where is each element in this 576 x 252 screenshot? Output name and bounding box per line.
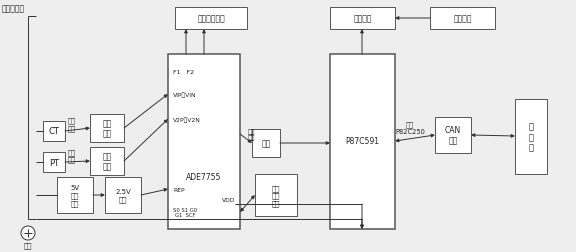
Bar [168,55,240,229]
Text: 被测的电网: 被测的电网 [2,4,25,13]
Bar [43,152,65,172]
Text: 数据储存: 数据储存 [353,14,372,23]
Bar [90,115,124,142]
Text: 电压
信号: 电压 信号 [68,148,76,163]
Bar [435,117,471,153]
Text: 2.5V
电源: 2.5V 电源 [115,188,131,202]
Text: VDD: VDD [222,197,235,202]
Bar [175,8,247,30]
Circle shape [21,226,35,240]
Text: 滤波
电路: 滤波 电路 [103,152,112,171]
Text: P87C591: P87C591 [345,137,379,146]
Text: 输出
频率
设置: 输出 频率 设置 [272,184,281,206]
Text: VIP、VIN: VIP、VIN [173,92,196,98]
Text: REP: REP [173,187,185,192]
Text: V2P、V2N: V2P、V2N [173,117,201,122]
Bar [252,130,280,158]
Text: 通过
P82C250: 通过 P82C250 [395,121,425,134]
Bar [105,177,141,213]
Text: S0 S1 G0
G1  SCF: S0 S1 G0 G1 SCF [173,207,197,217]
Bar [255,174,297,216]
Bar [90,147,124,175]
Bar [330,55,395,229]
Text: 滤波
电路: 滤波 电路 [103,119,112,138]
Text: CT: CT [48,127,59,136]
Bar [57,177,93,213]
Bar [330,8,395,30]
Text: 电流
信号: 电流 信号 [68,117,76,132]
Bar [43,121,65,141]
Text: 5V
电源
电路: 5V 电源 电路 [70,185,79,206]
Text: CAN
总线: CAN 总线 [445,126,461,145]
Text: ADE7755: ADE7755 [186,172,222,181]
Bar [515,100,547,174]
Text: PT: PT [49,158,59,167]
Text: 光耦: 光耦 [262,139,271,148]
Text: 脉冲
信号: 脉冲 信号 [248,129,256,141]
Text: 机电式电度表: 机电式电度表 [197,14,225,23]
Text: 上
位
机: 上 位 机 [529,122,533,152]
Text: 负载: 负载 [24,241,32,248]
Text: F1   F2: F1 F2 [173,70,194,75]
Bar [430,8,495,30]
Text: 后备电池: 后备电池 [453,14,472,23]
